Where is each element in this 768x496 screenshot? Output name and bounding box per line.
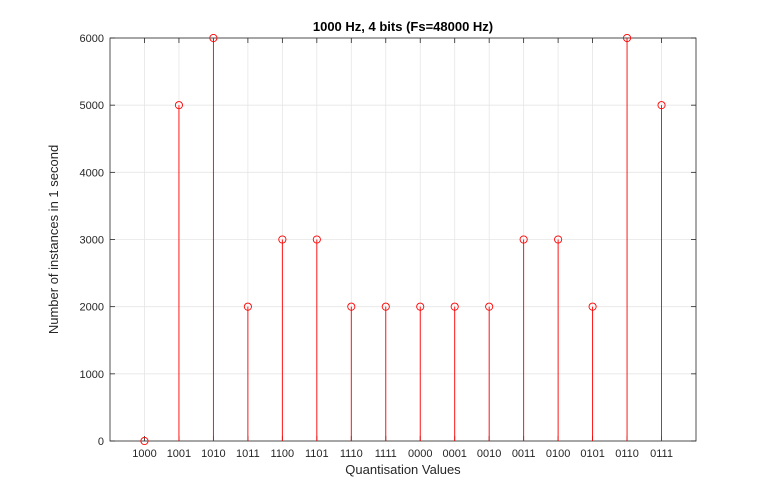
stem-marker <box>312 235 321 244</box>
y-axis-ticks: 0 1000 2000 3000 4000 5000 6000 <box>80 33 696 448</box>
stem-marker <box>209 33 218 43</box>
y-tick-label: 4000 <box>80 167 104 179</box>
x-axis-ticks: 1000 1001 1010 1011 1100 1101 1110 1111 0000 0001… <box>132 38 673 460</box>
y-tick-label: 1000 <box>80 369 104 381</box>
stem-marker <box>381 302 390 311</box>
stem-marker <box>623 33 632 43</box>
x-tick-label: 0111 <box>650 448 673 460</box>
stem-marker <box>243 302 252 311</box>
x-tick-label: 0101 <box>580 448 604 460</box>
grid-lines <box>110 37 696 442</box>
x-tick-label: 1110 <box>340 448 363 460</box>
y-tick-label: 3000 <box>80 235 104 247</box>
stem-series <box>140 33 666 446</box>
stem-marker <box>588 302 597 311</box>
stem-marker <box>485 302 494 311</box>
x-tick-label: 0011 <box>512 448 536 460</box>
stem-marker <box>278 235 287 244</box>
y-tick-label: 0 <box>98 436 104 448</box>
x-tick-label: 1111 <box>375 448 397 460</box>
y-axis-label: Number of instances in 1 second <box>46 145 61 334</box>
stem-marker <box>140 436 149 446</box>
x-tick-label: 1001 <box>167 448 191 460</box>
stem-marker <box>347 302 356 311</box>
x-tick-label: 1011 <box>236 448 260 460</box>
chart-title: 1000 Hz, 4 bits (Fs=48000 Hz) <box>313 19 493 34</box>
x-tick-label: 0110 <box>615 448 639 460</box>
x-tick-label: 1010 <box>201 448 225 460</box>
y-tick-label: 6000 <box>80 33 104 45</box>
stem-marker <box>554 235 563 244</box>
x-tick-label: 0010 <box>477 448 501 460</box>
stem-marker <box>416 302 425 311</box>
x-tick-label: 1100 <box>271 448 295 460</box>
y-tick-label: 5000 <box>80 100 104 112</box>
x-tick-label: 0001 <box>442 448 466 460</box>
y-tick-label: 2000 <box>80 302 104 314</box>
stem-marker <box>450 302 459 311</box>
stem-marker <box>519 235 528 244</box>
x-axis-label: Quantisation Values <box>345 462 461 477</box>
x-tick-label: 0100 <box>546 448 570 460</box>
x-tick-label: 1101 <box>305 448 329 460</box>
x-tick-label: 1000 <box>132 448 156 460</box>
stem-marker <box>657 101 666 110</box>
stem-marker <box>174 101 183 110</box>
x-tick-label: 0000 <box>408 448 432 460</box>
